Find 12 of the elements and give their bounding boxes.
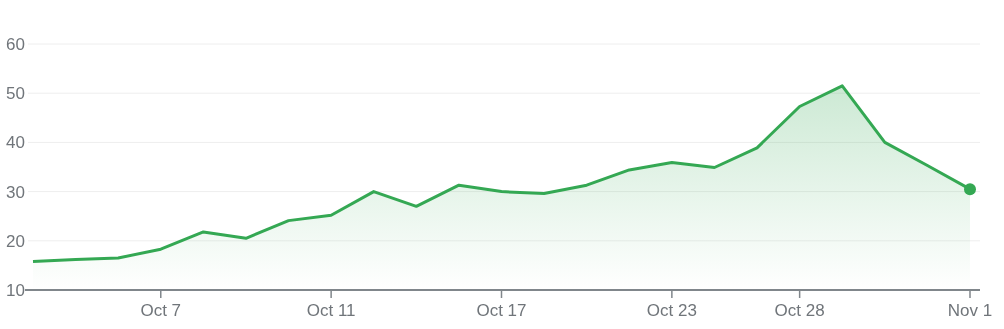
y-tick-label: 20 xyxy=(6,231,25,251)
x-tick-label: Nov 1 xyxy=(947,301,993,320)
x-tick-label: Oct 17 xyxy=(476,301,527,320)
y-tick-label: 40 xyxy=(6,133,25,153)
y-tick-label: 10 xyxy=(6,280,25,300)
y-tick-label: 30 xyxy=(6,182,25,202)
x-tick-label: Oct 11 xyxy=(306,301,356,320)
y-tick-label: 50 xyxy=(6,84,25,104)
x-tick-label: Oct 7 xyxy=(140,301,182,320)
x-tick-label: Oct 28 xyxy=(774,301,825,320)
x-tick-label: Oct 23 xyxy=(646,301,697,320)
y-tick-label: 60 xyxy=(6,34,25,54)
